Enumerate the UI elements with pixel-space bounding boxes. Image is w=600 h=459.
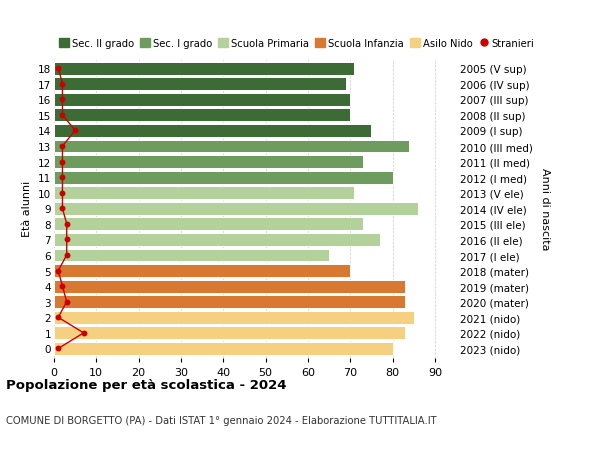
Point [58,283,67,290]
Text: COMUNE DI BORGETTO (PA) - Dati ISTAT 1° gennaio 2024 - Elaborazione TUTTITALIA.I: COMUNE DI BORGETTO (PA) - Dati ISTAT 1° … [6,415,437,425]
Point [62,221,71,228]
Bar [54,311,413,324]
Text: Popolazione per età scolastica - 2024: Popolazione per età scolastica - 2024 [6,379,287,392]
Point [58,143,67,151]
Bar [54,296,405,308]
Point [58,190,67,197]
Y-axis label: Anni di nascita: Anni di nascita [540,168,550,250]
Bar [54,109,350,122]
Bar [54,234,380,246]
Bar [54,202,418,215]
Bar [54,280,405,293]
Bar [54,218,363,231]
Bar [54,156,363,168]
Point [79,330,88,337]
Bar [54,249,329,262]
Point [53,314,63,321]
Y-axis label: Età alunni: Età alunni [22,181,32,237]
Bar [54,171,392,184]
Point [70,128,80,135]
Bar [54,62,355,75]
Point [62,252,71,259]
Bar [54,140,409,153]
Point [62,298,71,306]
Bar [54,94,350,106]
Point [53,267,63,274]
Point [58,112,67,119]
Point [62,236,71,244]
Bar [54,78,346,91]
Bar [54,187,355,200]
Point [53,345,63,353]
Point [58,205,67,213]
Bar [54,265,350,277]
Legend: Sec. II grado, Sec. I grado, Scuola Primaria, Scuola Infanzia, Asilo Nido, Stran: Sec. II grado, Sec. I grado, Scuola Prim… [59,39,535,49]
Point [58,174,67,181]
Bar [54,342,392,355]
Point [58,96,67,104]
Bar [54,327,405,340]
Point [58,158,67,166]
Point [58,81,67,88]
Bar [54,125,371,138]
Point [53,65,63,73]
